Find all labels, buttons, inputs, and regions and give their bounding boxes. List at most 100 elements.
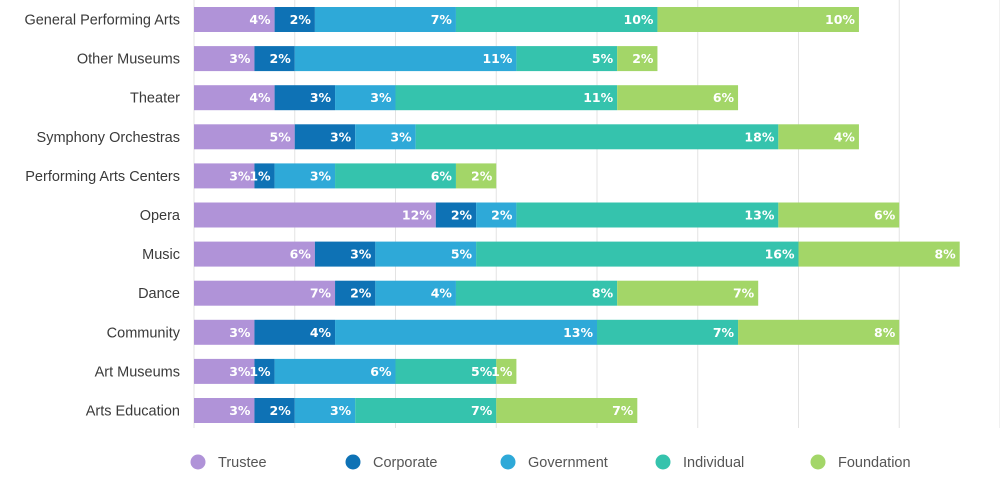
data-label-trustee-community: 3% (229, 325, 251, 340)
bar-government-dance (375, 280, 456, 306)
data-label-government-general-performing-arts: 7% (431, 12, 453, 27)
bar-corporate-opera (435, 202, 477, 228)
data-label-government-performing-arts-centers: 3% (310, 168, 332, 183)
data-label-foundation-performing-arts-centers: 2% (471, 168, 493, 183)
data-label-individual-symphony-orchestras: 18% (744, 129, 774, 144)
data-label-corporate-theater: 3% (310, 90, 332, 105)
data-label-government-theater: 3% (370, 90, 392, 105)
data-label-individual-art-museums: 5% (471, 364, 493, 379)
data-label-foundation-general-performing-arts: 10% (825, 12, 855, 27)
bar-government-opera (476, 202, 517, 228)
legend-swatch-corporate (345, 454, 361, 470)
legend-label-individual: Individual (683, 455, 744, 471)
data-label-corporate-music: 3% (350, 247, 372, 262)
bar-government-symphony-orchestras (355, 124, 416, 150)
data-label-foundation-arts-education: 7% (612, 403, 634, 418)
category-label-general-performing-arts: General Performing Arts (24, 13, 180, 29)
bar-corporate-community (254, 319, 336, 345)
data-label-foundation-art-museums: 1% (491, 364, 513, 379)
bar-foundation-opera (778, 202, 900, 228)
data-label-foundation-music: 8% (934, 247, 956, 262)
data-label-foundation-theater: 6% (713, 90, 735, 105)
category-label-opera: Opera (140, 208, 181, 224)
category-label-performing-arts-centers: Performing Arts Centers (25, 169, 180, 185)
data-label-government-arts-education: 3% (330, 403, 352, 418)
bar-foundation-music (798, 241, 960, 267)
data-label-foundation-community: 8% (874, 325, 896, 340)
bar-individual-community (597, 319, 739, 345)
data-label-government-music: 5% (451, 247, 473, 262)
bar-corporate-arts-education (254, 398, 295, 423)
bar-corporate-other-museums (254, 46, 295, 72)
data-label-foundation-dance: 7% (733, 286, 755, 301)
legend-label-foundation: Foundation (838, 455, 911, 471)
legend-swatch-individual (655, 454, 671, 470)
bar-trustee-opera (194, 202, 436, 228)
bar-individual-symphony-orchestras (415, 124, 779, 150)
bar-corporate-symphony-orchestras (294, 124, 356, 150)
bar-individual-theater (395, 85, 618, 111)
bar-government-music (375, 241, 477, 267)
bar-government-arts-education (294, 398, 356, 423)
category-label-music: Music (142, 247, 180, 263)
category-label-dance: Dance (138, 286, 180, 302)
data-label-trustee-arts-education: 3% (229, 403, 251, 418)
data-label-corporate-art-museums: 1% (249, 364, 271, 379)
data-label-corporate-other-museums: 2% (270, 51, 292, 66)
data-label-trustee-symphony-orchestras: 5% (270, 129, 292, 144)
bar-individual-opera (516, 202, 779, 228)
data-label-individual-other-museums: 5% (592, 51, 614, 66)
legend-item-trustee: Trustee (190, 454, 267, 471)
bar-individual-music (476, 241, 799, 267)
bar-government-theater (335, 85, 396, 111)
bar-individual-other-museums (516, 46, 618, 72)
bar-government-art-museums (274, 358, 396, 384)
data-label-individual-community: 7% (713, 325, 735, 340)
category-label-symphony-orchestras: Symphony Orchestras (37, 130, 180, 146)
bars: 4% 2% 7% 10% 10% 3% 2% 11% 5% 2% 4% 3% 3% 11% 6% 5% 3% 3%… (194, 7, 960, 423)
data-label-trustee-music: 6% (290, 247, 312, 262)
data-label-government-symphony-orchestras: 3% (390, 129, 412, 144)
bar-trustee-art-museums (194, 358, 255, 384)
category-label-community: Community (107, 325, 181, 341)
bar-corporate-theater (274, 85, 336, 111)
bar-individual-dance (455, 280, 618, 306)
bar-trustee-other-museums (194, 46, 255, 72)
data-label-trustee-theater: 4% (249, 90, 271, 105)
legend-label-corporate: Corporate (373, 455, 437, 471)
data-label-government-opera: 2% (491, 208, 513, 223)
legend-item-foundation: Foundation (810, 454, 911, 471)
bar-foundation-theater (617, 85, 739, 111)
data-label-corporate-general-performing-arts: 2% (290, 12, 312, 27)
data-label-corporate-arts-education: 2% (270, 403, 292, 418)
bar-individual-general-performing-arts (455, 7, 658, 32)
bar-trustee-arts-education (194, 398, 255, 423)
data-label-trustee-dance: 7% (310, 286, 332, 301)
bar-foundation-general-performing-arts (657, 7, 859, 32)
bar-trustee-theater (194, 85, 275, 111)
data-label-foundation-symphony-orchestras: 4% (834, 129, 856, 144)
bar-trustee-community (194, 319, 255, 345)
data-label-individual-music: 16% (765, 247, 795, 262)
data-label-corporate-opera: 2% (451, 208, 473, 223)
data-label-trustee-other-museums: 3% (229, 51, 251, 66)
bar-government-other-museums (294, 46, 517, 72)
bar-foundation-performing-arts-centers (455, 163, 497, 189)
bar-trustee-music (194, 241, 315, 267)
category-labels: General Performing Arts Other Museums Thea… (24, 13, 180, 420)
bar-individual-art-museums (395, 358, 497, 384)
data-label-individual-dance: 8% (592, 286, 614, 301)
bar-government-community (335, 319, 597, 345)
bar-government-performing-arts-centers (274, 163, 336, 189)
data-label-individual-arts-education: 7% (471, 403, 493, 418)
legend-swatch-foundation (810, 454, 826, 470)
legend-swatch-trustee (190, 454, 206, 470)
legend-label-trustee: Trustee (218, 455, 267, 471)
data-label-individual-general-performing-arts: 10% (624, 12, 654, 27)
data-label-individual-performing-arts-centers: 6% (431, 168, 453, 183)
data-label-individual-theater: 11% (583, 90, 613, 105)
bar-corporate-performing-arts-centers (254, 163, 275, 189)
bar-trustee-dance (194, 280, 336, 306)
bar-corporate-music (314, 241, 376, 267)
data-label-foundation-other-museums: 2% (632, 51, 654, 66)
